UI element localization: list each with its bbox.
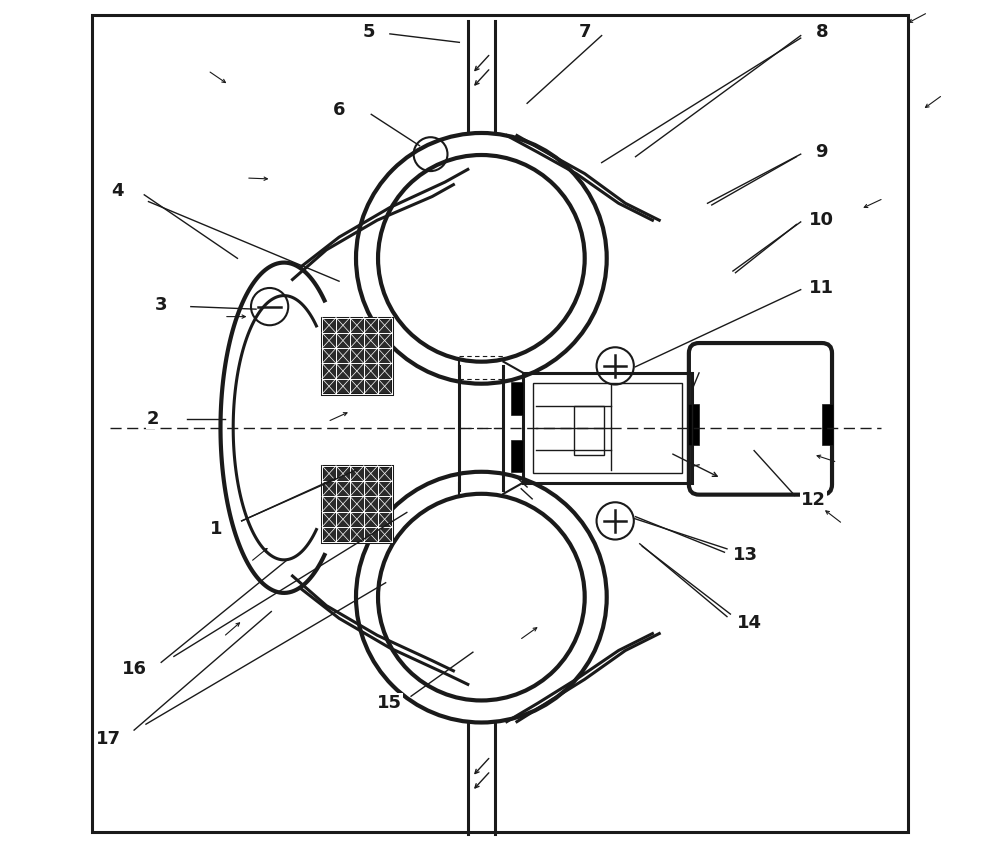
Text: 9: 9 [816, 143, 828, 162]
Text: 15: 15 [377, 694, 402, 712]
Bar [322, 466, 392, 542]
Bar [574, 406, 604, 456]
Bar [511, 382, 523, 414]
Bar [822, 405, 833, 446]
Text: 17: 17 [96, 729, 121, 748]
Text: 5: 5 [362, 23, 375, 42]
Bar [322, 318, 392, 394]
Text: 12: 12 [801, 490, 826, 509]
Text: 13: 13 [733, 545, 758, 564]
Bar [533, 383, 682, 473]
Bar [523, 373, 692, 483]
Text: 1: 1 [210, 520, 223, 539]
Text: 3: 3 [155, 296, 167, 314]
Text: 8: 8 [816, 23, 828, 42]
Bar [511, 440, 523, 472]
Text: 14: 14 [737, 613, 762, 632]
Text: 10: 10 [809, 211, 834, 230]
Bar [688, 405, 699, 446]
Text: 7: 7 [578, 23, 591, 42]
Text: 11: 11 [809, 279, 834, 297]
Text: 2: 2 [146, 410, 159, 429]
Text: 16: 16 [122, 660, 147, 678]
Text: 4: 4 [111, 181, 123, 200]
Text: 6: 6 [333, 101, 345, 119]
